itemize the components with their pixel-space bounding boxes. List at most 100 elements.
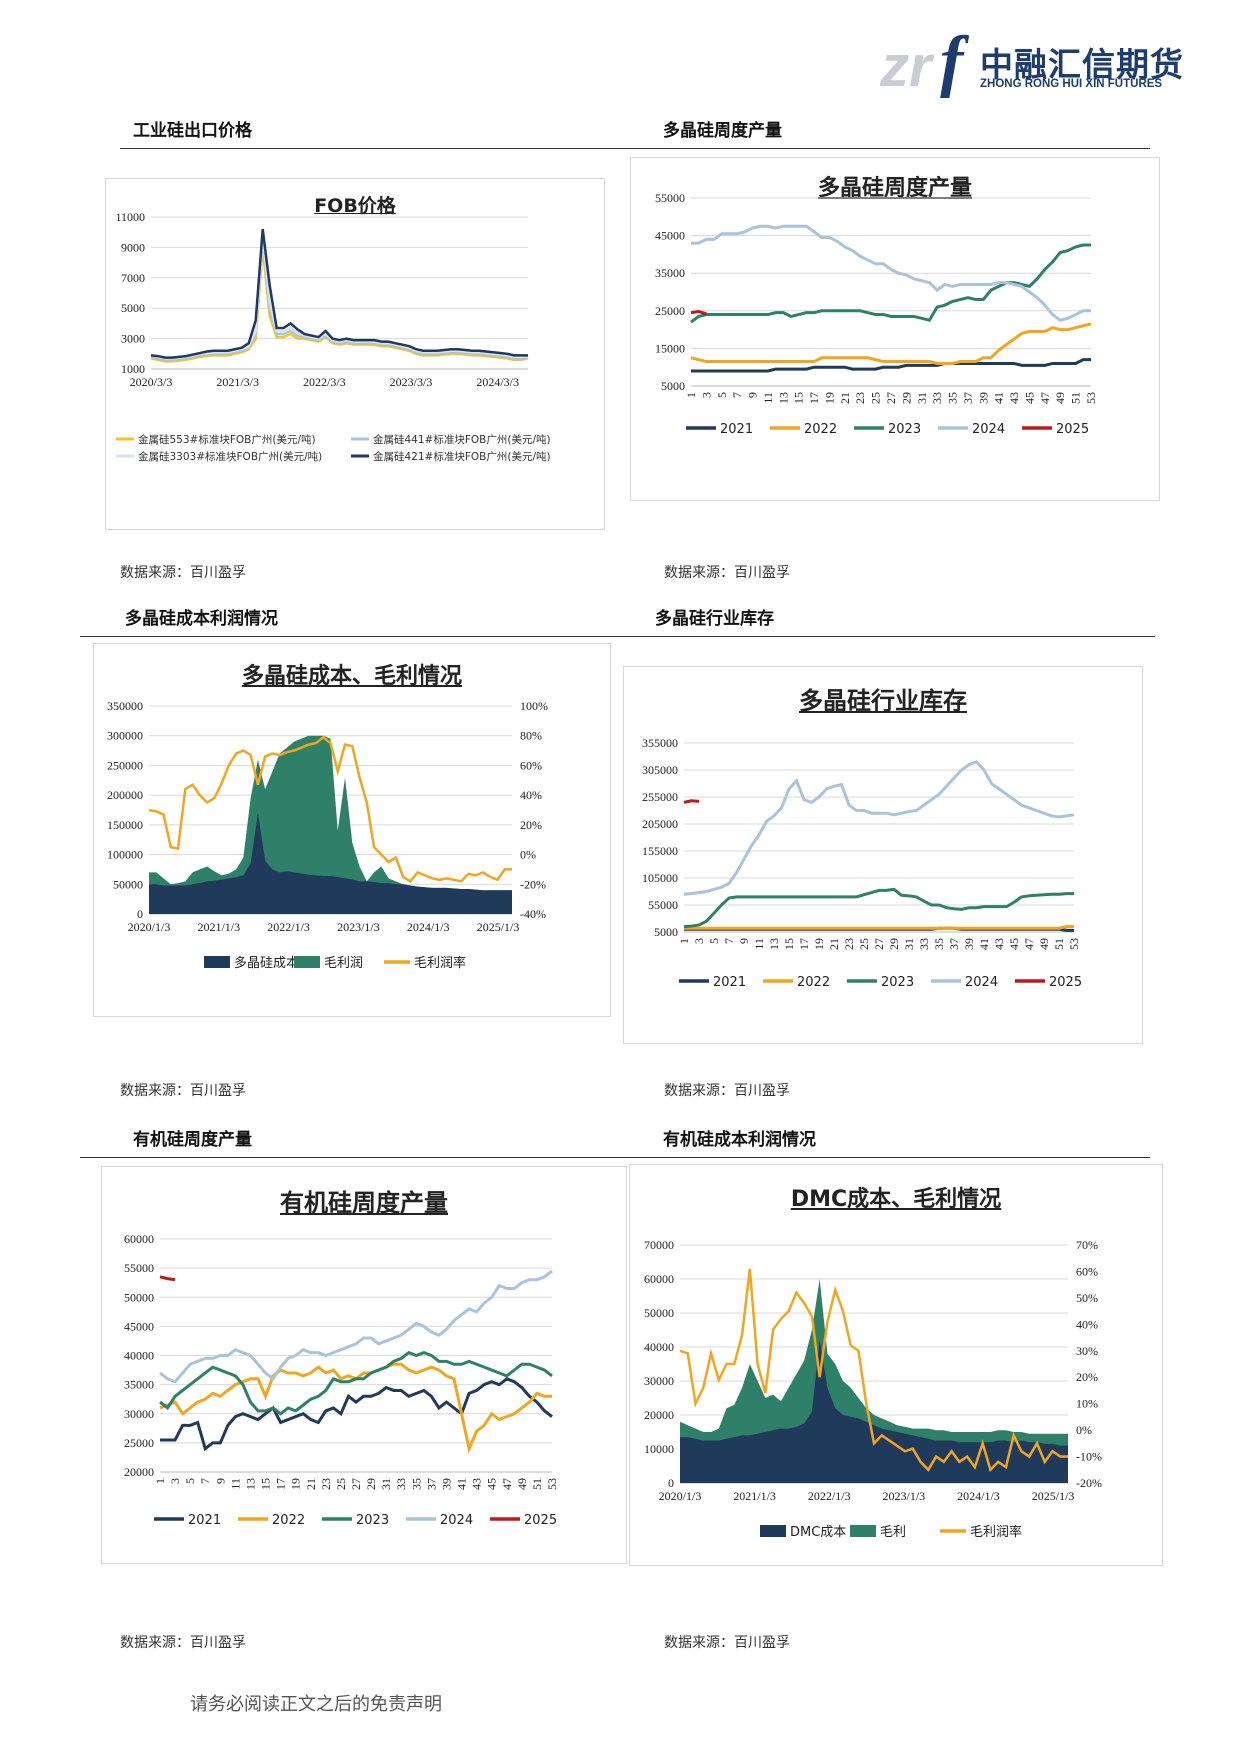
legend-label: 2025 bbox=[1049, 975, 1082, 990]
x-tick-label: 2024/1/3 bbox=[957, 1489, 1000, 1503]
x-tick-label: 33 bbox=[917, 938, 931, 950]
x-tick-label: 2025/1/3 bbox=[477, 920, 520, 934]
y2-tick-label: 20% bbox=[520, 818, 542, 832]
source-note: 数据来源：百川盈孚 bbox=[664, 565, 790, 581]
line-series-2022 bbox=[690, 322, 1092, 365]
x-tick-label: 5 bbox=[183, 1478, 197, 1484]
x-tick-label: 51 bbox=[530, 1478, 544, 1490]
y-tick-label: 105000 bbox=[642, 871, 678, 885]
x-tick-label: 31 bbox=[915, 392, 929, 404]
x-tick-label: 23 bbox=[853, 392, 867, 404]
line-series-2022 bbox=[159, 1362, 552, 1454]
x-tick-label: 2022/3/3 bbox=[303, 375, 346, 389]
y-tick-label: 70000 bbox=[644, 1238, 674, 1252]
legend-label: 2024 bbox=[965, 975, 998, 990]
chart-box-poly-weekly: 多晶硅周度产量 5000 15000 25000 35000 45000 55000 1 3 5… bbox=[630, 157, 1160, 501]
section-title-poly-cost: 多晶硅成本利润情况 bbox=[125, 609, 278, 629]
source-note: 数据来源：百川盈孚 bbox=[120, 1635, 246, 1651]
y-tick-label: 5000 bbox=[121, 301, 145, 315]
y-tick-label: 11000 bbox=[115, 210, 145, 224]
legend-label: 2023 bbox=[881, 975, 914, 990]
y-tick-label: 30000 bbox=[124, 1407, 154, 1421]
legend-label: 2021 bbox=[713, 975, 746, 990]
x-tick-label: 53 bbox=[1084, 392, 1098, 404]
y2-tick-label: -20% bbox=[1076, 1476, 1102, 1490]
line-series-毛利润率 bbox=[679, 1268, 1068, 1473]
y2-tick-label: 40% bbox=[520, 788, 542, 802]
section-rule-3 bbox=[80, 1157, 1150, 1158]
x-tick-label: 53 bbox=[545, 1478, 559, 1490]
legend-label: 金属硅553#标准块FOB广州(美元/吨) bbox=[138, 433, 316, 446]
x-tick-label: 15 bbox=[782, 938, 796, 950]
legend-label: 金属硅441#标准块FOB广州(美元/吨) bbox=[373, 433, 551, 446]
y2-tick-label: 0% bbox=[520, 848, 536, 862]
logo-chinese-name: 中融汇信期货 bbox=[980, 45, 1184, 84]
y-tick-label: 3000 bbox=[121, 332, 145, 346]
y2-tick-label: 100% bbox=[520, 699, 548, 713]
x-tick-label: 3 bbox=[168, 1478, 182, 1484]
line-series-2022 bbox=[684, 925, 1074, 930]
x-tick-label: 2022/1/3 bbox=[808, 1489, 851, 1503]
source-note: 数据来源：百川盈孚 bbox=[664, 1083, 790, 1099]
y2-tick-label: -20% bbox=[520, 877, 546, 891]
x-tick-label: 39 bbox=[439, 1478, 453, 1490]
y-tick-label: 255000 bbox=[642, 790, 678, 804]
x-tick-label: 2020/1/3 bbox=[659, 1489, 702, 1503]
line-series-金属硅421#标准块FOB广州(美元/吨) bbox=[150, 229, 528, 359]
svg-text:zr: zr bbox=[880, 34, 935, 98]
x-tick-label: 31 bbox=[902, 938, 916, 950]
x-tick-label: 47 bbox=[500, 1478, 514, 1490]
x-tick-label: 3 bbox=[692, 938, 706, 944]
disclaimer-footer: 请务必阅读正文之后的免责声明 bbox=[190, 1694, 442, 1715]
chart-poly-stock: 5000 55000 105000 155000 205000 255000 305000 3… bbox=[642, 736, 1082, 990]
x-tick-label: 2021/3/3 bbox=[216, 375, 259, 389]
chart-org-weekly: 20000 25000 30000 35000 40000 45000 50000 55000… bbox=[124, 1232, 559, 1528]
chart-title-org-weekly: 有机硅周度产量 bbox=[280, 1189, 448, 1217]
chart-dmc: 0 10000 20000 30000 40000 50000 60000 70000 -20%… bbox=[644, 1238, 1102, 1540]
chart-box-org-weekly: 有机硅周度产量 20000 25000 30000 35000 40000 45000 50… bbox=[101, 1166, 627, 1564]
legend-label: 2022 bbox=[272, 1513, 305, 1528]
line-series-2021 bbox=[691, 358, 1091, 373]
chart-title-poly-weekly: 多晶硅周度产量 bbox=[817, 176, 972, 201]
y2-tick-label: 80% bbox=[520, 729, 542, 743]
legend-label: 2023 bbox=[356, 1513, 389, 1528]
chart-box-fob: FOB价格 1000 3000 5000 7000 9000 11000 2020/3/3 2… bbox=[105, 178, 605, 530]
legend-label: 2025 bbox=[524, 1513, 557, 1528]
x-tick-label: 1 bbox=[684, 392, 698, 398]
legend-label: 2022 bbox=[797, 975, 830, 990]
line-series-2024 bbox=[683, 760, 1075, 896]
x-tick-label: 47 bbox=[1038, 392, 1052, 404]
y-tick-label: 55000 bbox=[648, 898, 678, 912]
x-tick-label: 33 bbox=[930, 392, 944, 404]
legend-label: 毛利润 bbox=[324, 956, 363, 971]
legend-label: 2024 bbox=[972, 422, 1005, 437]
x-tick-label: 21 bbox=[304, 1478, 318, 1490]
x-tick-label: 5 bbox=[707, 938, 721, 944]
x-tick-label: 7 bbox=[730, 392, 744, 398]
x-tick-label: 27 bbox=[872, 938, 886, 950]
y2-tick-label: 60% bbox=[520, 758, 542, 772]
x-tick-label: 43 bbox=[992, 938, 1006, 950]
x-tick-label: 25 bbox=[857, 938, 871, 950]
y-tick-label: 205000 bbox=[642, 817, 678, 831]
legend-label: 毛利润率 bbox=[970, 1524, 1022, 1540]
y-tick-label: 30000 bbox=[644, 1374, 674, 1388]
y2-tick-label: 20% bbox=[1076, 1370, 1098, 1384]
x-tick-label: 13 bbox=[776, 392, 790, 404]
x-tick-label: 45 bbox=[1022, 392, 1036, 404]
x-tick-label: 35 bbox=[409, 1478, 423, 1490]
line-series-金属硅441#标准块FOB广州(美元/吨) bbox=[150, 239, 529, 362]
x-tick-label: 3 bbox=[699, 392, 713, 398]
x-tick-label: 2021/1/3 bbox=[733, 1489, 776, 1503]
x-tick-label: 2021/1/3 bbox=[197, 920, 240, 934]
x-tick-label: 29 bbox=[364, 1478, 378, 1490]
y-tick-label: 300000 bbox=[107, 729, 143, 743]
x-tick-label: 7 bbox=[722, 938, 736, 944]
chart-fob: 1000 3000 5000 7000 9000 11000 2020/3/3 2021/3/… bbox=[115, 210, 551, 463]
x-tick-label: 2024/1/3 bbox=[407, 920, 450, 934]
line-series-毛利润率 bbox=[148, 735, 512, 883]
source-note: 数据来源：百川盈孚 bbox=[120, 1083, 246, 1099]
chart-title-poly-stock: 多晶硅行业库存 bbox=[799, 687, 967, 715]
logo-english-name: ZHONG RONG HUI XIN FUTURES bbox=[980, 78, 1163, 90]
line-series-2021 bbox=[160, 1377, 553, 1452]
